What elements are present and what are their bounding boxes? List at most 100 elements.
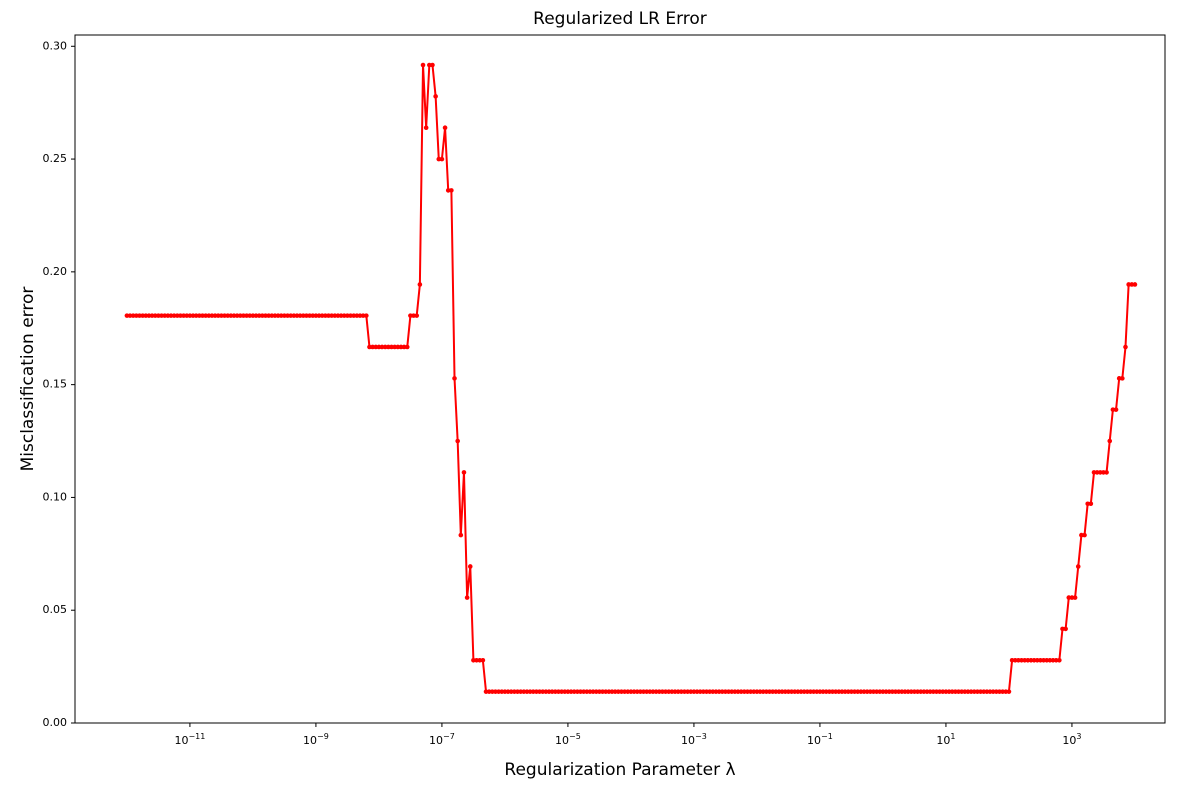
data-point: [641, 689, 646, 694]
data-point: [997, 689, 1002, 694]
data-point: [1069, 595, 1075, 600]
y-tick-label: 0.00: [43, 716, 68, 729]
data-point: [795, 689, 801, 694]
data-point: [452, 376, 457, 381]
y-tick-label: 0.25: [43, 152, 68, 165]
data-point: [367, 344, 372, 350]
data-point: [830, 689, 835, 694]
data-point: [1094, 470, 1100, 475]
data-point: [619, 689, 624, 694]
data-point: [962, 689, 968, 694]
data-point: [203, 313, 208, 318]
data-point: [1110, 407, 1116, 412]
data-point: [987, 689, 993, 694]
y-tick-label: 0.10: [43, 490, 68, 503]
data-point: [839, 689, 845, 694]
data-point: [282, 313, 287, 318]
data-point: [927, 689, 933, 694]
data-point: [190, 313, 196, 318]
data-point: [886, 689, 892, 694]
data-point: [798, 689, 804, 694]
data-point: [464, 595, 470, 600]
data-point: [159, 313, 164, 318]
data-point: [445, 188, 451, 193]
data-point: [278, 313, 284, 318]
data-point: [786, 689, 791, 694]
data-point: [373, 344, 379, 350]
data-point: [124, 313, 130, 318]
data-point: [319, 313, 325, 318]
data-point: [228, 313, 234, 318]
data-point: [263, 313, 268, 318]
data-point: [1101, 470, 1106, 475]
data-point: [688, 689, 694, 694]
data-point: [899, 689, 905, 694]
data-point: [751, 689, 757, 694]
data-point: [307, 313, 312, 318]
data-point: [779, 689, 785, 694]
data-point: [389, 344, 394, 350]
data-point: [1104, 470, 1109, 475]
data-point: [842, 689, 848, 694]
data-point: [877, 689, 883, 694]
data-point: [1047, 657, 1053, 663]
data-point: [1126, 282, 1131, 287]
data-point: [408, 313, 413, 318]
data-point: [143, 313, 149, 318]
data-point: [565, 689, 571, 694]
data-point: [209, 313, 215, 318]
data-point: [496, 689, 501, 694]
data-point: [912, 689, 917, 694]
data-point: [1060, 626, 1065, 632]
data-point: [575, 689, 580, 694]
data-point: [1097, 470, 1103, 475]
data-point: [137, 313, 142, 318]
data-point: [675, 689, 681, 694]
data-point: [924, 689, 930, 694]
data-point: [896, 689, 901, 694]
data-point: [430, 62, 435, 68]
data-point: [244, 313, 249, 318]
data-point: [949, 689, 955, 694]
data-point: [864, 689, 870, 694]
data-point: [1050, 657, 1056, 663]
data-point: [861, 689, 867, 694]
data-point: [200, 313, 205, 318]
data-point: [1132, 282, 1138, 287]
data-point: [625, 689, 631, 694]
data-point: [1016, 657, 1021, 663]
data-point: [490, 689, 495, 694]
data-point: [729, 689, 735, 694]
y-tick-label: 0.15: [43, 378, 68, 391]
data-point: [742, 689, 747, 694]
data-point: [442, 125, 448, 131]
y-tick-label: 0.20: [43, 265, 68, 278]
data-point: [165, 313, 171, 318]
data-point: [527, 689, 533, 694]
data-point: [754, 689, 760, 694]
x-axis-label: Regularization Parameter λ: [504, 760, 735, 780]
data-point: [471, 657, 476, 663]
data-point: [805, 689, 810, 694]
data-point: [931, 689, 936, 694]
data-point: [449, 188, 454, 193]
data-point: [719, 689, 725, 694]
data-point: [297, 313, 303, 318]
data-point: [773, 689, 779, 694]
data-point: [1063, 626, 1068, 632]
data-point: [757, 689, 763, 694]
data-point: [748, 689, 753, 694]
data-point: [776, 689, 782, 694]
data-point: [650, 689, 656, 694]
data-point: [1088, 501, 1094, 507]
data-point: [323, 313, 328, 318]
data-point: [792, 689, 798, 694]
data-point: [1066, 595, 1072, 600]
data-point: [1041, 657, 1046, 663]
data-point: [508, 689, 514, 694]
data-point: [836, 689, 842, 694]
data-point: [694, 689, 700, 694]
x-tick-label: 10−1: [807, 732, 833, 748]
data-point: [134, 313, 139, 318]
